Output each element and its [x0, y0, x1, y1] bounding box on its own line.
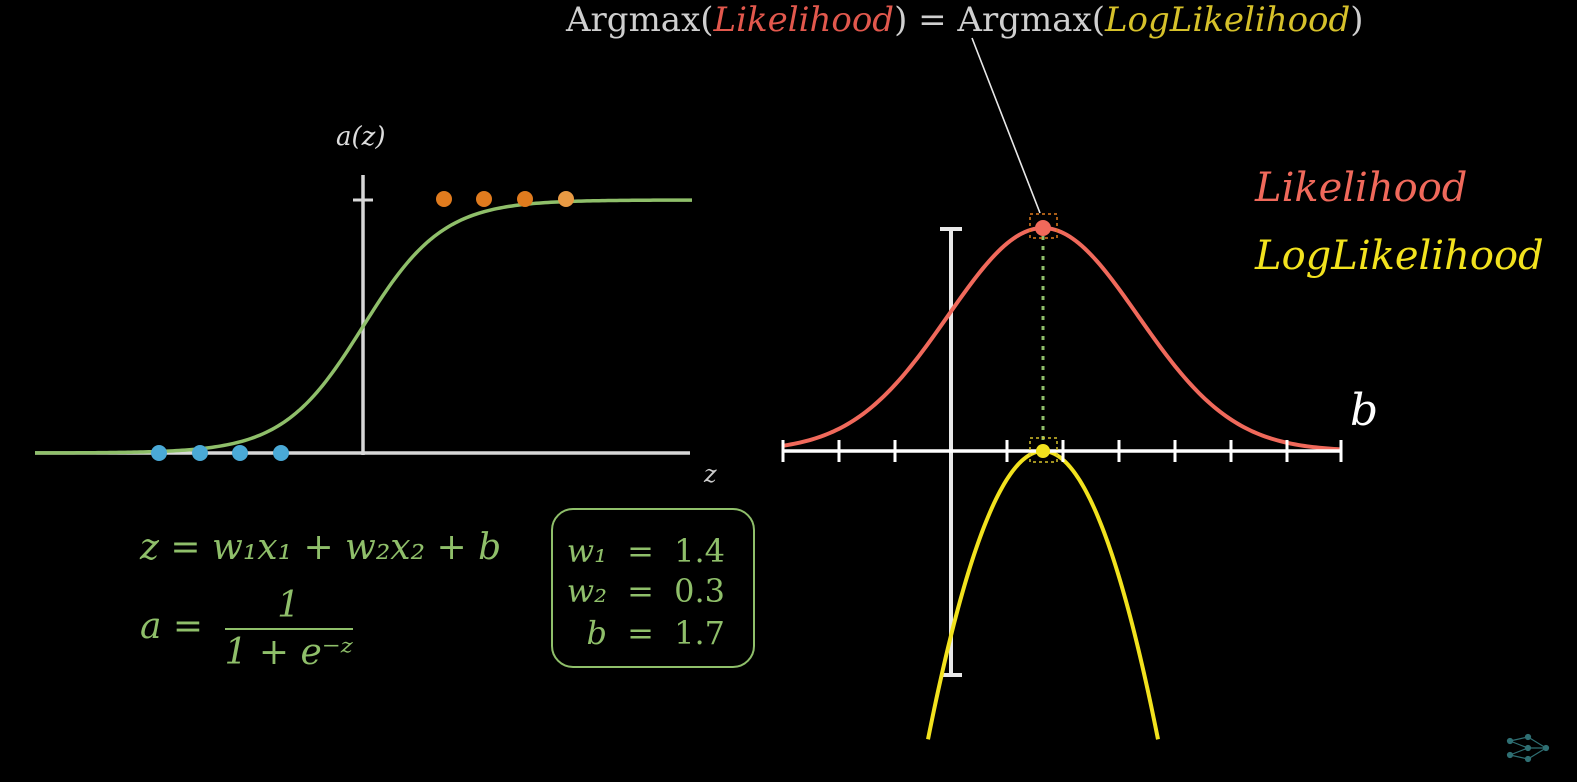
class1-point — [517, 191, 533, 207]
title-pointer-line — [971, 37, 1041, 214]
loglikelihood-max-highlight — [1029, 437, 1058, 463]
legend-loglikelihood: LogLikelihood — [1255, 233, 1544, 279]
class0-point — [273, 445, 289, 461]
param-row: w₁ = 1.4 — [567, 532, 725, 570]
param-name: w₂ — [566, 572, 607, 610]
param-equals: = — [627, 572, 654, 610]
class1-point — [558, 191, 574, 207]
sigmoid-numerator: 1 — [224, 585, 353, 630]
sigmoid-fraction: 1 1 + e⁻ᶻ — [224, 585, 353, 673]
param-name: b — [586, 614, 607, 652]
class0-point — [232, 445, 248, 461]
likelihood-max-highlight — [1029, 213, 1058, 239]
sigmoid-y-axis-label: a(z) — [336, 122, 386, 152]
loglikelihood-curve — [926, 449, 1160, 740]
param-row: b = 1.7 — [586, 614, 725, 652]
likelihood-curve — [781, 225, 1341, 452]
param-equals: = — [627, 614, 654, 652]
argmax-equation-title: Argmax(Likelihood) = Argmax(LogLikelihoo… — [566, 0, 1364, 40]
likelihood-max-point — [1035, 220, 1051, 236]
sigmoid-x-axis-label: z — [704, 460, 717, 488]
param-row: w₂ = 0.3 — [567, 572, 725, 610]
sigmoid-curve — [35, 198, 692, 455]
param-value: 0.3 — [674, 572, 725, 610]
likelihood-x-axis-label: b — [1350, 385, 1379, 436]
param-name: w₁ — [566, 532, 607, 570]
loglikelihood-max-point — [1036, 444, 1050, 458]
title-likelihood: Likelihood — [713, 0, 895, 40]
title-prefix: Argmax( — [566, 0, 714, 40]
class0-point — [192, 445, 208, 461]
class1-point — [476, 191, 492, 207]
title-middle: ) = Argmax( — [894, 0, 1105, 40]
param-value: 1.7 — [674, 614, 725, 652]
network-logo-icon — [1506, 733, 1550, 763]
class1-point — [436, 191, 452, 207]
likelihood-plot — [781, 213, 1343, 740]
title-loglikelihood: LogLikelihood — [1104, 0, 1351, 40]
sigmoid-equation-lhs: a = — [140, 606, 204, 647]
title-suffix: ) — [1350, 0, 1364, 40]
param-value: 1.4 — [674, 532, 725, 570]
parameter-box: w₁ = 1.4 w₂ = 0.3 b = 1.7 — [551, 508, 755, 668]
legend-likelihood: Likelihood — [1255, 165, 1468, 211]
sigmoid-equation: a = 1 1 + e⁻ᶻ — [140, 585, 353, 673]
sigmoid-plot — [35, 175, 692, 461]
likelihood-x-ticks — [781, 440, 1343, 462]
linear-equation: z = w₁x₁ + w₂x₂ + b — [140, 527, 502, 568]
param-equals: = — [627, 532, 654, 570]
sigmoid-denominator: 1 + e⁻ᶻ — [224, 632, 353, 673]
class0-point — [151, 445, 167, 461]
